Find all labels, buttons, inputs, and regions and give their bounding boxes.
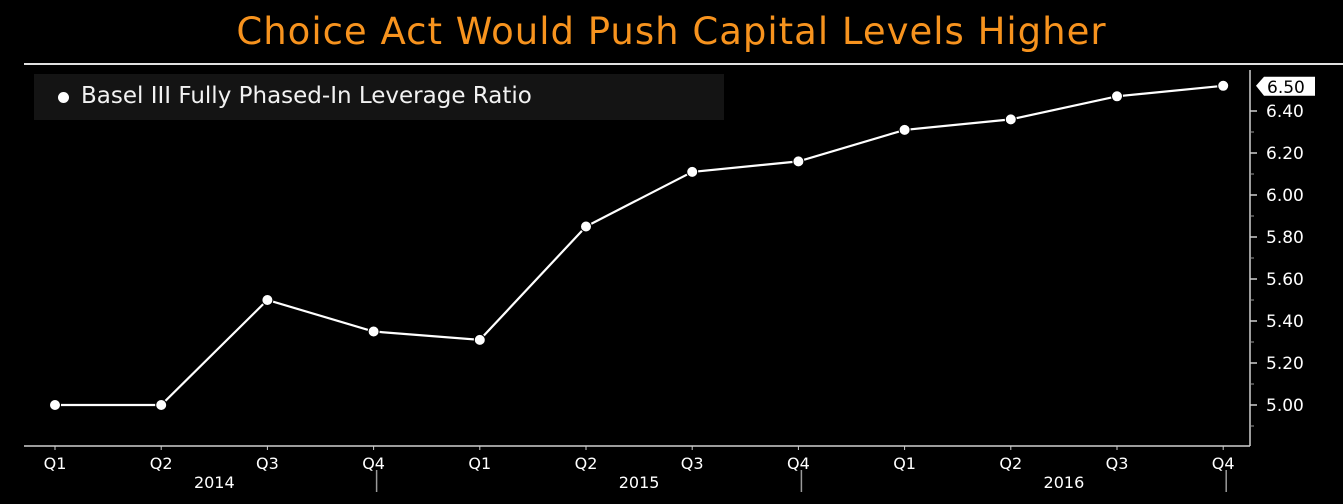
last-value-label: 6.50: [1267, 78, 1305, 98]
y-tick-label: 5.80: [1266, 228, 1304, 248]
data-point: [367, 325, 380, 338]
data-point: [1004, 113, 1017, 126]
legend-label: Basel III Fully Phased-In Leverage Ratio: [81, 83, 532, 109]
x-year-label: 2015: [619, 473, 660, 492]
x-tick-label: Q1: [44, 454, 67, 473]
y-tick-label: 6.20: [1266, 144, 1304, 164]
x-tick-label: Q1: [468, 454, 491, 473]
legend: Basel III Fully Phased-In Leverage Ratio: [34, 74, 724, 120]
data-point: [792, 155, 805, 168]
series-line: [55, 84, 1224, 407]
x-year-label: 2016: [1044, 473, 1085, 492]
last-value-badge: [1256, 76, 1315, 96]
y-tick-label: 5.20: [1266, 354, 1304, 374]
x-tick-label: Q4: [1212, 454, 1235, 473]
x-tick-label: Q2: [150, 454, 173, 473]
y-tick-label: 5.00: [1266, 396, 1304, 416]
x-tick-label: Q2: [999, 454, 1022, 473]
data-point: [155, 399, 168, 411]
chart-title: Choice Act Would Push Capital Levels Hig…: [236, 10, 1107, 53]
x-tick-label: Q3: [256, 454, 279, 473]
x-tick-label: Q1: [893, 454, 916, 473]
y-tick-label: 6.00: [1266, 186, 1304, 206]
x-tick-label: Q3: [681, 454, 704, 473]
title-divider: [24, 63, 1343, 65]
data-point: [580, 220, 592, 233]
legend-marker: [58, 92, 69, 103]
data-point: [473, 333, 486, 346]
data-point: [686, 165, 699, 178]
x-tick-label: Q2: [575, 454, 598, 473]
x-tick-label: Q3: [1106, 454, 1129, 473]
data-point: [261, 294, 274, 306]
x-year-label: 2014: [194, 473, 235, 492]
data-point: [49, 399, 61, 411]
data-point: [1217, 79, 1230, 92]
data-point: [1111, 90, 1123, 103]
y-tick-label: 6.40: [1266, 102, 1304, 122]
x-tick-label: Q4: [362, 454, 385, 473]
data-point: [898, 123, 911, 136]
y-tick-label: 5.60: [1266, 270, 1304, 290]
y-tick-label: 5.40: [1266, 312, 1304, 332]
x-tick-label: Q4: [787, 454, 810, 473]
